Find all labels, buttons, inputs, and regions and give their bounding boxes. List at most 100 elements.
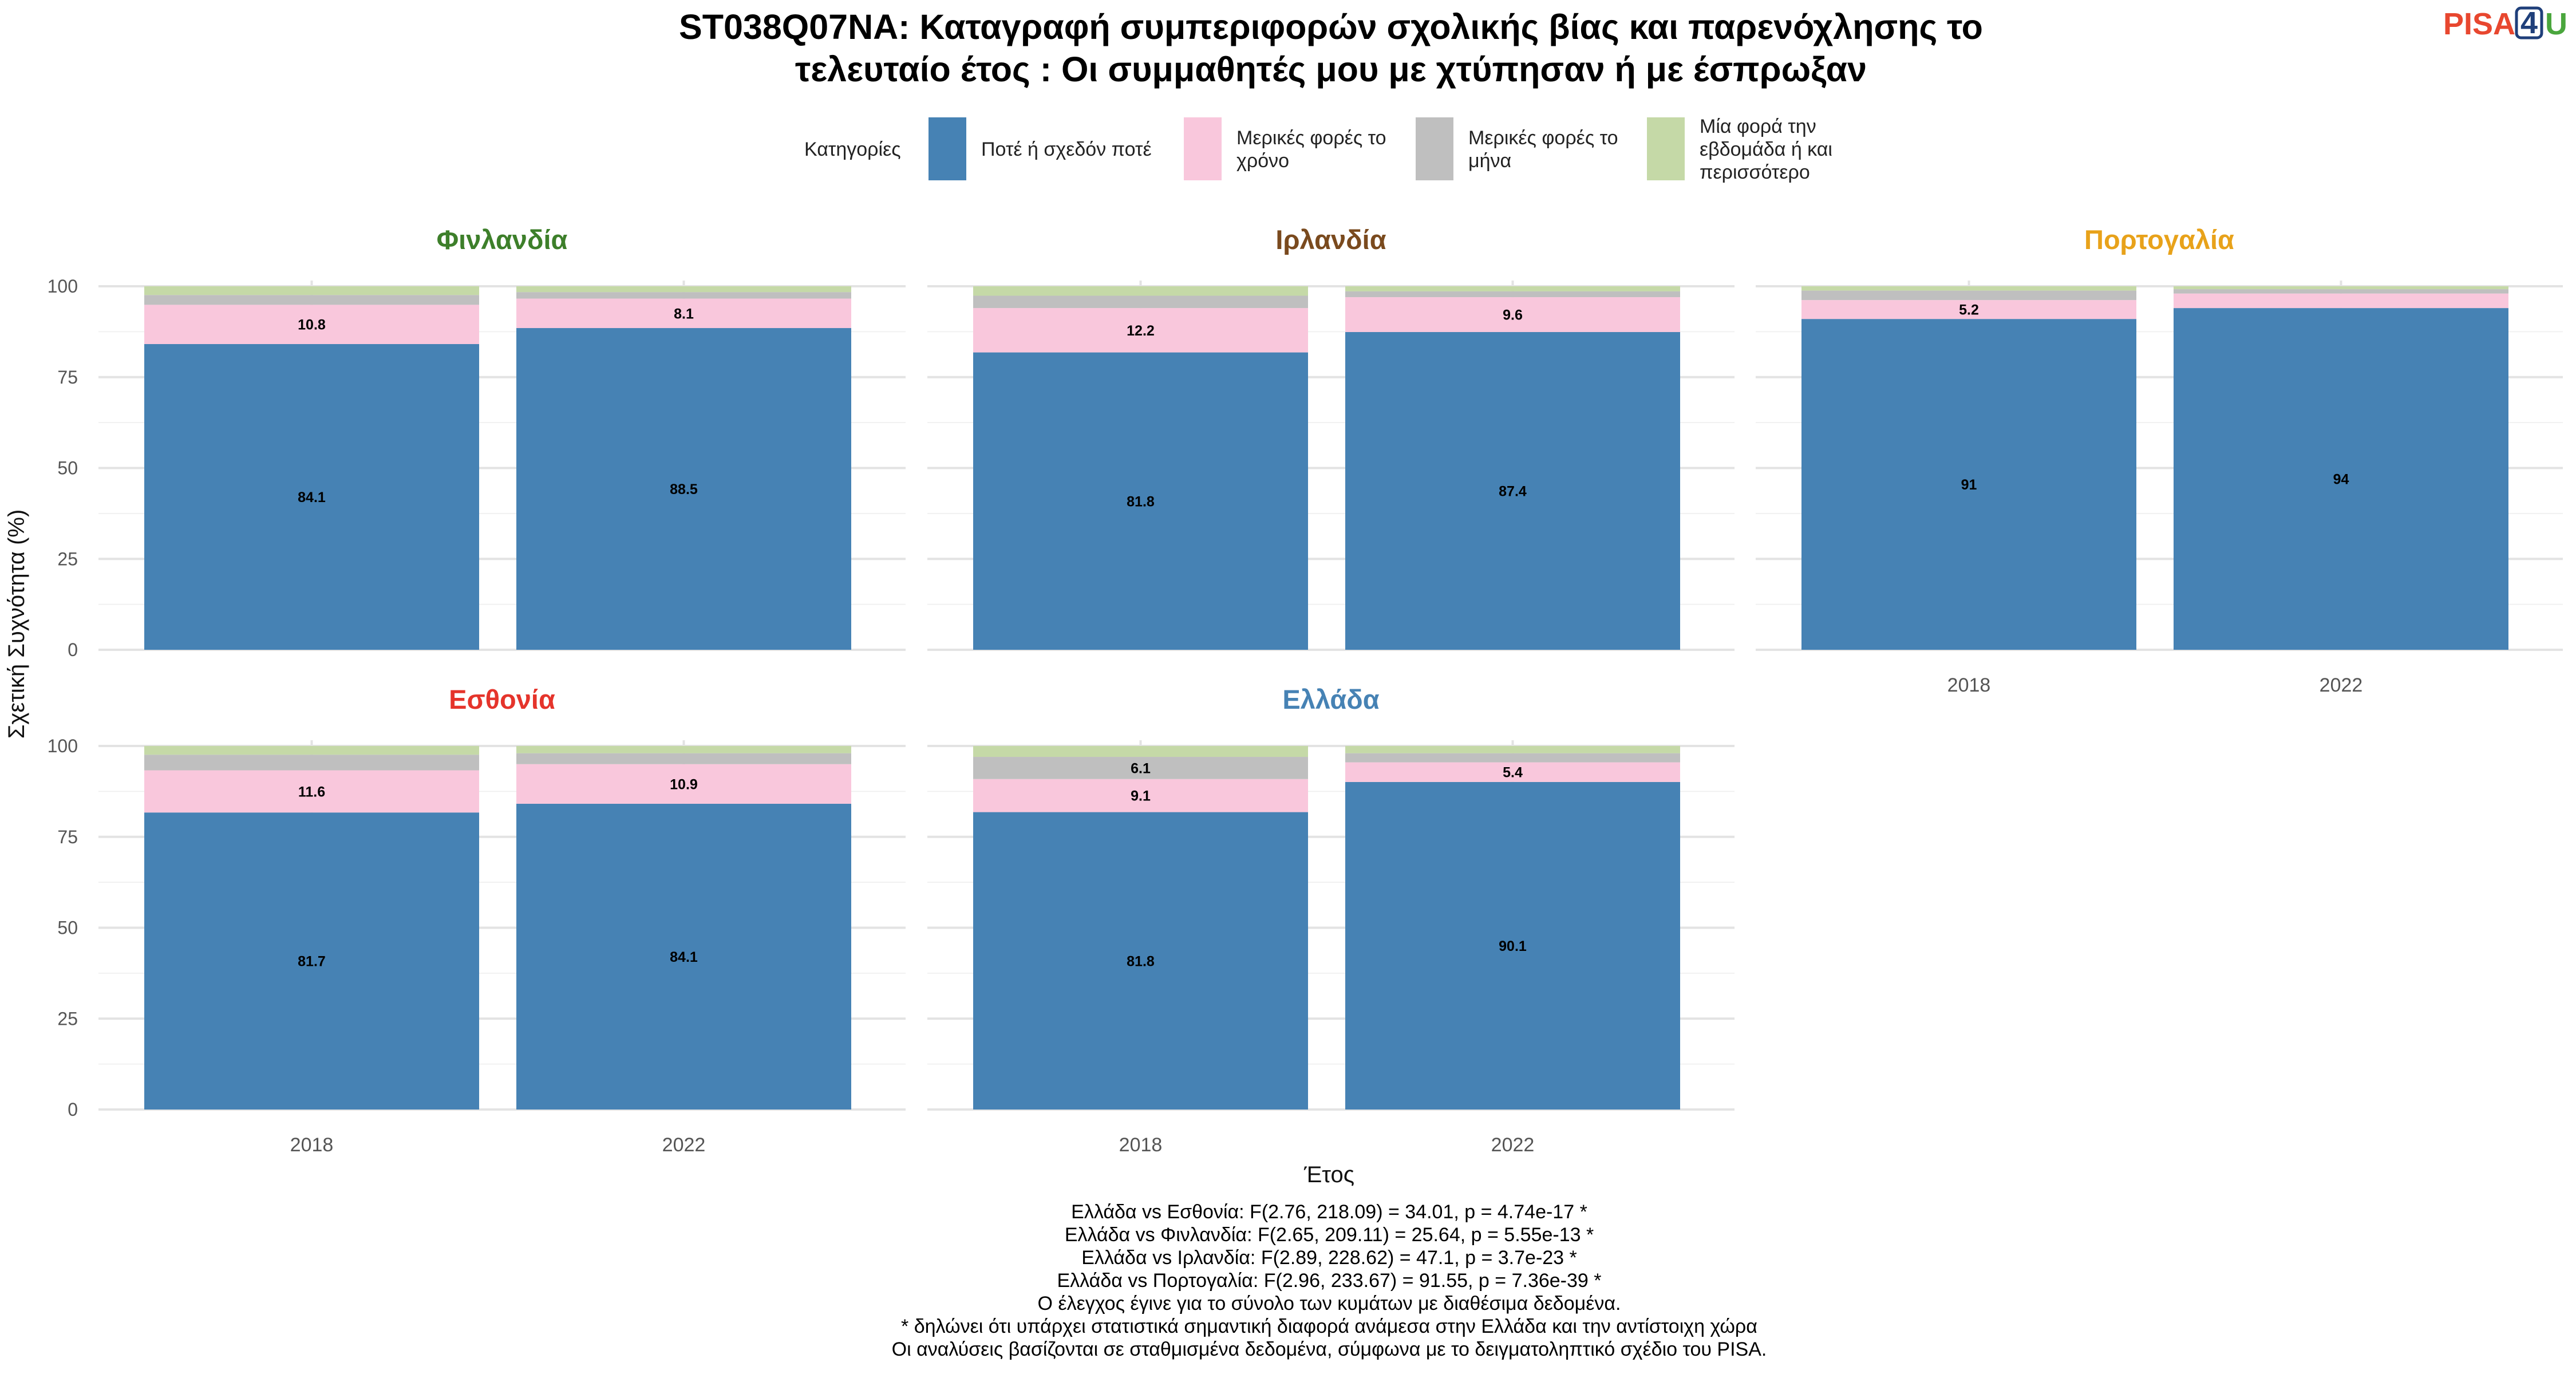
y-tick-label: 25 <box>57 1008 78 1029</box>
bar-segment <box>144 295 479 305</box>
legend-key <box>929 117 966 180</box>
legend-title: Κατηγορίες <box>804 139 901 160</box>
bar-segment <box>516 753 851 764</box>
logo-number: 4 <box>2520 6 2538 40</box>
data-label: 84.1 <box>298 489 326 506</box>
bar-segment <box>1345 297 1680 333</box>
bar-segment <box>973 308 1308 353</box>
legend-key <box>1416 117 1453 180</box>
y-tick-label: 0 <box>68 639 78 660</box>
y-tick-label: 100 <box>48 736 78 756</box>
bar-segment <box>1345 753 1680 763</box>
caption-line-4: Ελλάδα vs Πορτογαλία: F(2.96, 233.67) = … <box>1057 1270 1602 1292</box>
bar-segment <box>2174 293 2508 309</box>
data-label: 91 <box>1961 477 1977 493</box>
facet-panel: Φινλανδία 84.1 10.8 88.5 8.1 0 25 50 75 100 <box>48 224 906 660</box>
facet-panel: Εσθονία 81.7 11.6 84.1 10.9 0 25 50 75 100 2018 202… <box>48 684 906 1156</box>
data-label: 81.7 <box>298 954 326 970</box>
caption: Ελλάδα vs Εσθονία: F(2.76, 218.09) = 34.… <box>892 1201 1767 1360</box>
x-tick-label: 2018 <box>1947 674 1991 696</box>
legend-label: χρόνο <box>1236 150 1289 172</box>
bar-segment <box>2174 289 2508 294</box>
bar-segment <box>973 352 1308 650</box>
bar-segment <box>516 803 851 1110</box>
legend-label: Ποτέ ή σχεδόν ποτέ <box>981 139 1152 160</box>
y-tick-label: 0 <box>68 1099 78 1120</box>
legend-label: εβδομάδα ή και <box>1700 139 1832 160</box>
legend-label: μήνα <box>1468 150 1511 172</box>
data-label: 81.8 <box>1127 493 1155 510</box>
facet-title: Ιρλανδία <box>1275 224 1386 255</box>
bar-segment <box>2174 308 2508 650</box>
bar-segment <box>144 770 479 813</box>
facet-panel: Πορτογαλία 91 5.2 94 2018 2022 <box>1756 224 2563 696</box>
y-axis-title: Σχετική Συχνότητα (%) <box>4 510 29 739</box>
facet-title: Φινλανδία <box>437 224 568 255</box>
bar-segment <box>973 746 1308 757</box>
bar-segment <box>516 298 851 329</box>
data-label: 11.6 <box>298 784 325 800</box>
bar-segment <box>1801 300 2136 319</box>
svg-text:PISA: PISA <box>2443 7 2515 41</box>
data-label: 8.1 <box>674 306 694 322</box>
bar-segment <box>144 812 479 1110</box>
logo-suffix: U <box>2545 7 2567 41</box>
caption-line-6: * δηλώνει ότι υπάρχει στατιστικά σημαντι… <box>901 1316 1757 1337</box>
data-label: 10.8 <box>298 317 326 333</box>
data-label: 12.2 <box>1127 323 1155 339</box>
legend-label: περισσότερο <box>1700 161 1810 183</box>
chart-title: ST038Q07NA: Καταγραφή συμπεριφορών σχολι… <box>679 7 1983 89</box>
bar-segment <box>1801 290 2136 301</box>
bar-segment <box>144 305 479 344</box>
bar-segment <box>144 286 479 295</box>
logo-prefix: PISA <box>2443 7 2515 41</box>
facet-title: Πορτογαλία <box>2084 224 2234 255</box>
bar-segment <box>1345 746 1680 753</box>
data-label: 81.8 <box>1127 953 1155 969</box>
title-line-2: τελευταίο έτος : Οι συμμαθητές μου με χτ… <box>795 50 1867 89</box>
x-axis-title: Έτος <box>1303 1162 1354 1187</box>
bar-segment <box>1801 319 2136 650</box>
bar-segment <box>973 286 1308 296</box>
bar-segment <box>516 746 851 753</box>
caption-line-3: Ελλάδα vs Ιρλανδία: F(2.89, 228.62) = 47… <box>1081 1247 1577 1269</box>
facet-panel: Ελλάδα 81.8 9.1 6.1 90.1 5.4 2018 2022 <box>927 684 1735 1156</box>
bar-segment <box>973 812 1308 1110</box>
x-tick-label: 2022 <box>662 1134 706 1156</box>
bar-segment <box>1345 781 1680 1110</box>
data-label: 9.1 <box>1131 788 1151 804</box>
legend-label: Μερικές φορές το <box>1468 127 1618 149</box>
logo: PISA 4 U <box>2443 6 2567 41</box>
bar-segment <box>1345 332 1680 650</box>
bar-segment <box>1345 286 1680 291</box>
bar-segment <box>144 344 479 650</box>
bar-segment <box>1345 291 1680 298</box>
legend: Κατηγορίες Ποτέ ή σχεδόν ποτέ Μερικές φορ… <box>804 116 1832 183</box>
bar-segment <box>516 328 851 650</box>
axis-titles: Σχετική Συχνότητα (%) Έτος <box>4 510 1354 1187</box>
bar-segment <box>973 295 1308 309</box>
bar-segment <box>1345 762 1680 782</box>
bar-segment <box>1801 286 2136 291</box>
caption-line-5: Ο έλεγχος έγινε για το σύνολο των κυμάτω… <box>1038 1293 1621 1314</box>
y-tick-label: 75 <box>57 367 78 388</box>
data-label: 84.1 <box>670 949 698 965</box>
bar-segment <box>973 779 1308 812</box>
logo-number-box <box>2515 6 2543 40</box>
data-label: 6.1 <box>1131 760 1151 776</box>
x-tick-label: 2018 <box>1119 1134 1163 1156</box>
data-label: 9.6 <box>1503 307 1523 323</box>
bar-segment <box>973 757 1308 779</box>
bar-segment <box>516 286 851 293</box>
legend-key <box>1184 117 1222 180</box>
y-tick-label: 100 <box>48 276 78 297</box>
facet-title: Εσθονία <box>449 684 555 714</box>
legend-label: Μία φορά την <box>1700 116 1816 137</box>
bar-segment <box>144 746 479 755</box>
y-tick-label: 50 <box>57 918 78 938</box>
bar-segment <box>2174 286 2508 290</box>
data-label: 94 <box>2333 472 2349 488</box>
legend-key <box>1647 117 1685 180</box>
caption-line-1: Ελλάδα vs Εσθονία: F(2.76, 218.09) = 34.… <box>1071 1201 1587 1223</box>
